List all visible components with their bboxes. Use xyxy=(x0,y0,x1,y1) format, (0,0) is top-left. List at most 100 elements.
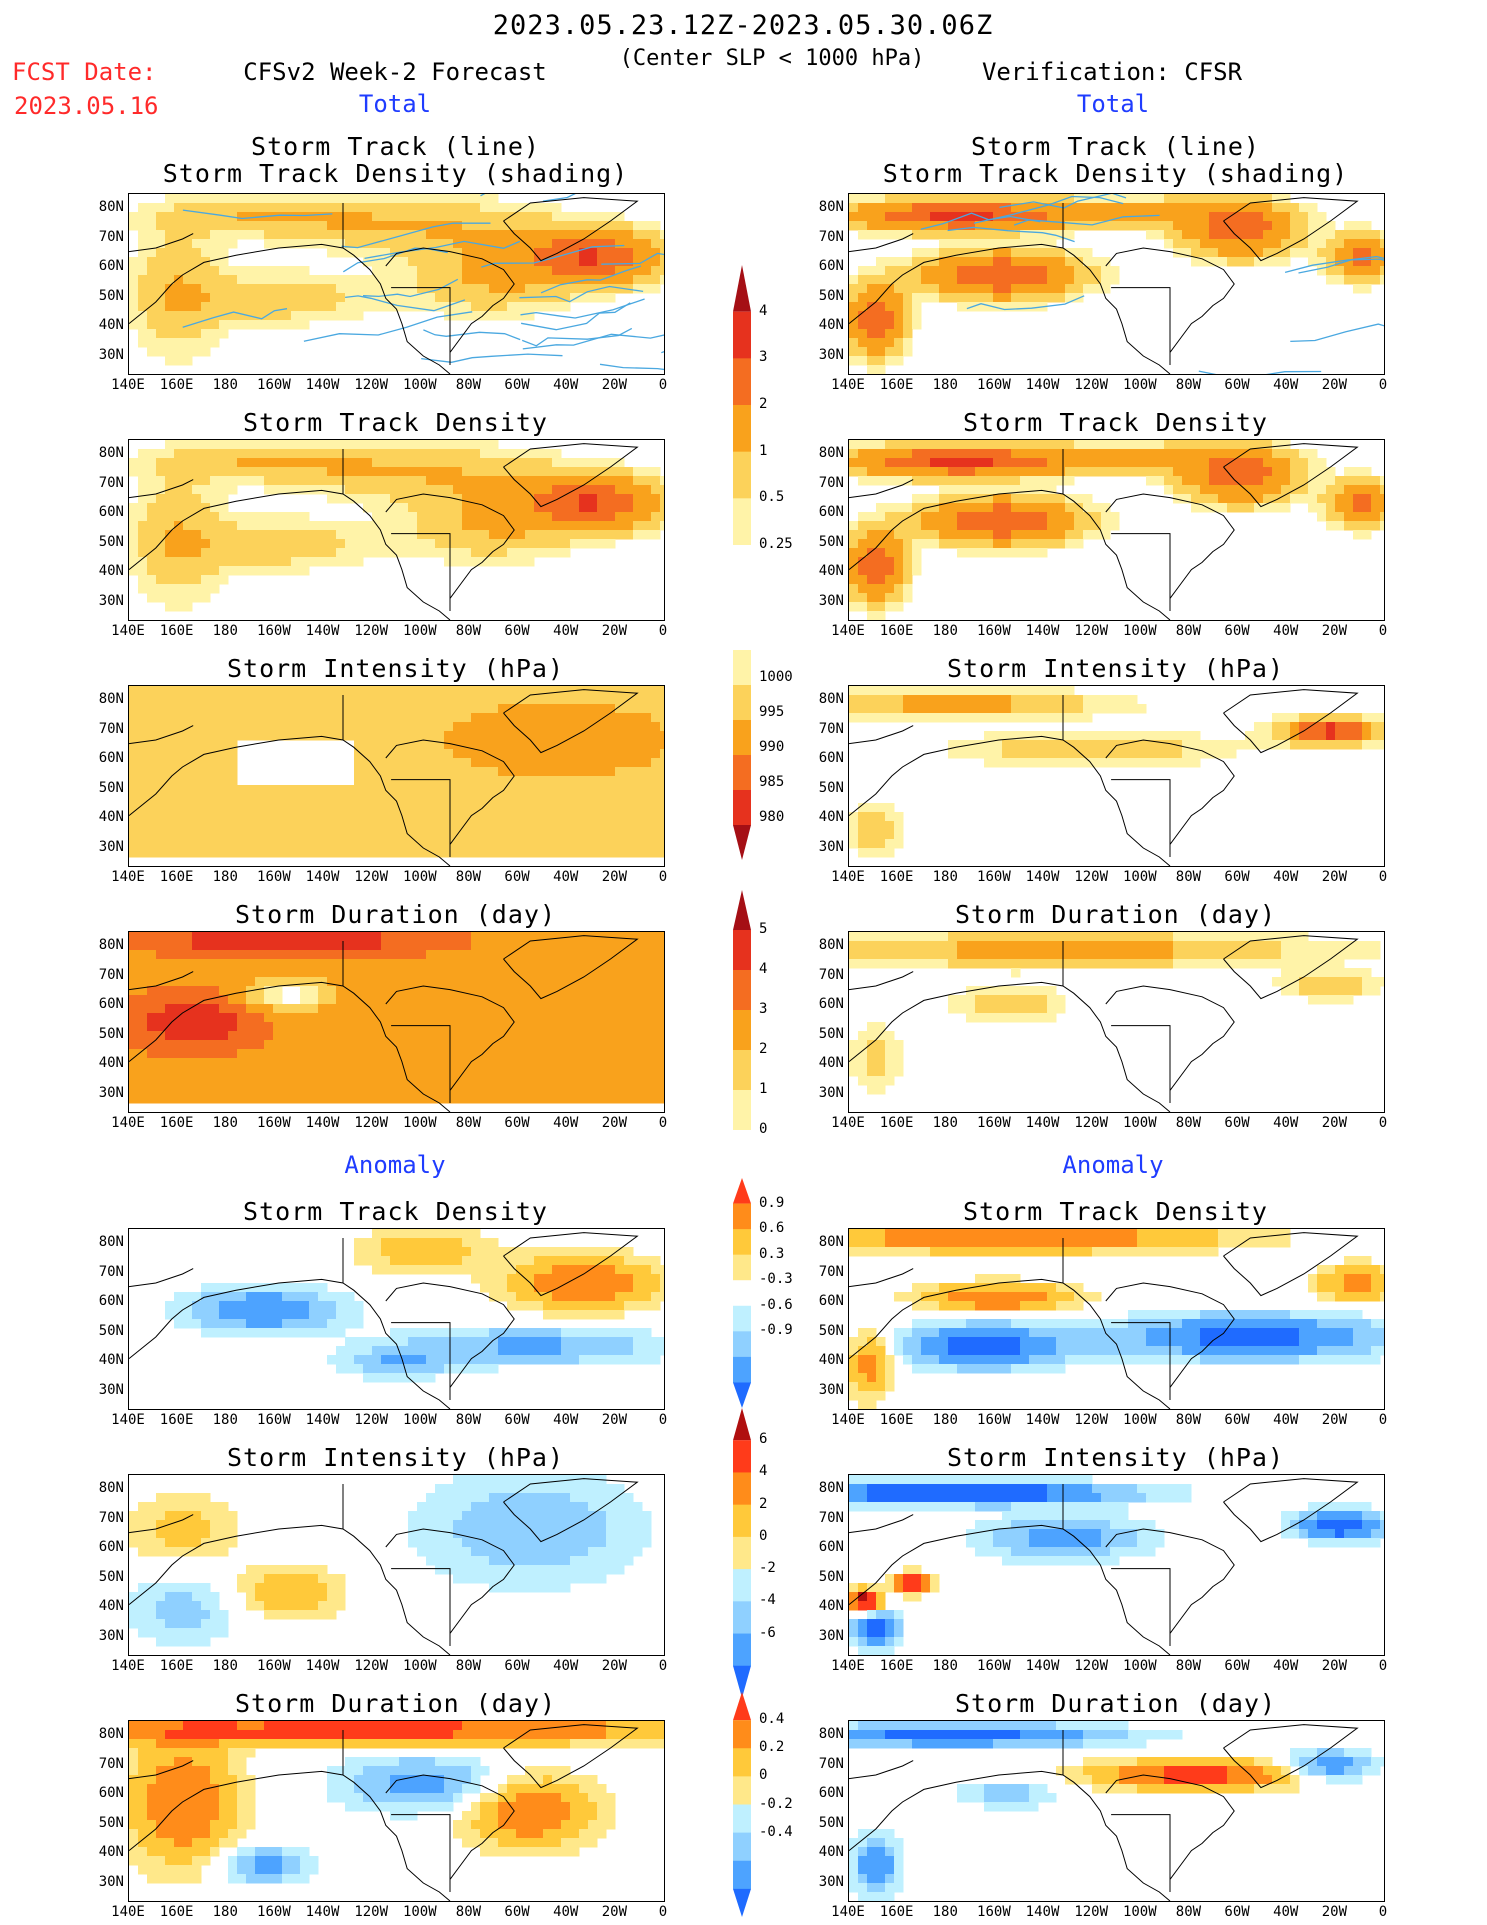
latitude-label: 80N xyxy=(98,1480,124,1496)
panel-title: Storm Duration (day) xyxy=(234,1689,557,1718)
latitude-label: 40N xyxy=(818,809,844,825)
longitude-label: 140W xyxy=(305,1115,340,1131)
latitude-label: 60N xyxy=(98,504,124,520)
longitude-label: 180 xyxy=(932,377,958,393)
coastlines xyxy=(129,935,639,1112)
colorbar-label: 0 xyxy=(759,1121,768,1137)
longitude-label: 0 xyxy=(1378,1658,1388,1674)
longitude-label: 100W xyxy=(402,623,437,639)
longitude-label: 60W xyxy=(1224,1658,1250,1674)
latitude-label: 60N xyxy=(818,996,844,1012)
latitude-label: 40N xyxy=(98,1598,124,1614)
shaded-field xyxy=(129,932,664,1104)
latitude-label: 30N xyxy=(98,1627,124,1644)
colorbar-label: -0.9 xyxy=(759,1322,793,1339)
latitude-label: 70N xyxy=(98,474,124,491)
coastlines xyxy=(129,197,639,374)
longitude-label: 20W xyxy=(601,1904,628,1920)
map-panel xyxy=(128,1474,665,1656)
longitude-label: 100W xyxy=(1122,623,1157,639)
coastlines xyxy=(849,1478,1359,1655)
longitude-label: 180 xyxy=(932,869,958,885)
shaded-field xyxy=(849,686,1384,858)
colorbar-label: -2 xyxy=(759,1560,776,1577)
longitude-label: 180 xyxy=(932,1412,958,1428)
longitude-label: 80W xyxy=(1175,377,1202,393)
coastlines xyxy=(849,935,1359,1112)
latitude-label: 80N xyxy=(98,1726,124,1742)
longitude-label: 60W xyxy=(504,623,530,639)
latitude-label: 30N xyxy=(98,838,124,855)
longitude-label: 60W xyxy=(1224,1115,1250,1131)
longitude-label: 160W xyxy=(977,1904,1011,1920)
colorbar-label: 0 xyxy=(759,1767,768,1784)
longitude-label: 160W xyxy=(257,1658,291,1674)
longitude-label: 40W xyxy=(1273,623,1299,639)
latitude-label: 40N xyxy=(818,1352,844,1368)
coastlines xyxy=(849,443,1359,620)
latitude-label: 80N xyxy=(818,445,844,461)
total-section-label-right: Total xyxy=(1076,90,1150,118)
longitude-label: 100W xyxy=(402,869,437,885)
left-model-label: CFSv2 Week-2 Forecast xyxy=(243,58,547,86)
longitude-label: 160E xyxy=(879,377,914,393)
shaded-field xyxy=(849,1229,1384,1409)
latitude-label: 50N xyxy=(818,287,844,304)
colorbar-total-duration xyxy=(733,890,751,1130)
shaded-field xyxy=(129,194,664,366)
longitude-label: 140W xyxy=(305,623,340,639)
colorbar-anom-intensity xyxy=(733,1408,751,1698)
panel-title: Storm Track Density xyxy=(243,1197,548,1226)
longitude-label: 0 xyxy=(1378,1904,1388,1920)
longitude-label: 120W xyxy=(1074,623,1109,639)
longitude-label: 40W xyxy=(1273,1412,1299,1428)
longitude-label: 140E xyxy=(831,377,865,393)
longitude-label: 80W xyxy=(1175,1658,1202,1674)
latitude-label: 40N xyxy=(818,1055,844,1071)
longitude-label: 20W xyxy=(601,1115,628,1131)
map-panel xyxy=(128,931,665,1113)
longitude-label: 80W xyxy=(1175,1412,1202,1428)
colorbar-total-density xyxy=(733,265,751,545)
panel-title: Storm Intensity (hPa) xyxy=(226,1443,565,1472)
longitude-label: 140E xyxy=(831,1412,865,1428)
map-panel xyxy=(848,1228,1385,1410)
longitude-label: 160E xyxy=(159,623,194,639)
longitude-label: 140E xyxy=(111,1412,145,1428)
longitude-label: 120W xyxy=(1074,869,1109,885)
latitude-label: 40N xyxy=(818,1844,844,1860)
latitude-label: 80N xyxy=(818,199,844,215)
longitude-label: 140E xyxy=(831,623,865,639)
latitude-label: 40N xyxy=(98,1352,124,1368)
longitude-label: 80W xyxy=(455,1412,482,1428)
latitude-label: 60N xyxy=(98,258,124,274)
longitude-label: 140E xyxy=(831,1658,865,1674)
longitude-label: 180 xyxy=(212,377,238,393)
longitude-label: 160E xyxy=(159,1904,194,1920)
longitude-label: 0 xyxy=(658,1412,668,1428)
longitude-label: 80W xyxy=(455,377,482,393)
longitude-label: 100W xyxy=(402,1658,437,1674)
colorbar-label: 4 xyxy=(759,302,768,319)
latitude-label: 30N xyxy=(818,1627,844,1644)
shaded-field xyxy=(849,1721,1384,1901)
longitude-label: 100W xyxy=(1122,1904,1157,1920)
latitude-label: 50N xyxy=(98,533,124,550)
longitude-label: 140W xyxy=(305,1904,340,1920)
latitude-label: 30N xyxy=(818,1381,844,1398)
latitude-label: 60N xyxy=(98,750,124,766)
latitude-label: 80N xyxy=(98,445,124,461)
latitude-label: 80N xyxy=(818,1726,844,1742)
longitude-label: 80W xyxy=(455,623,482,639)
longitude-label: 180 xyxy=(932,1115,958,1131)
latitude-label: 70N xyxy=(98,720,124,737)
longitude-label: 0 xyxy=(658,869,668,885)
longitude-label: 60W xyxy=(504,377,530,393)
latitude-label: 50N xyxy=(98,1568,124,1585)
longitude-label: 40W xyxy=(1273,1115,1299,1131)
longitude-label: 140W xyxy=(1025,1904,1060,1920)
longitude-label: 0 xyxy=(658,623,668,639)
longitude-label: 160W xyxy=(257,1904,291,1920)
latitude-label: 70N xyxy=(818,228,844,245)
longitude-label: 100W xyxy=(1122,1115,1157,1131)
